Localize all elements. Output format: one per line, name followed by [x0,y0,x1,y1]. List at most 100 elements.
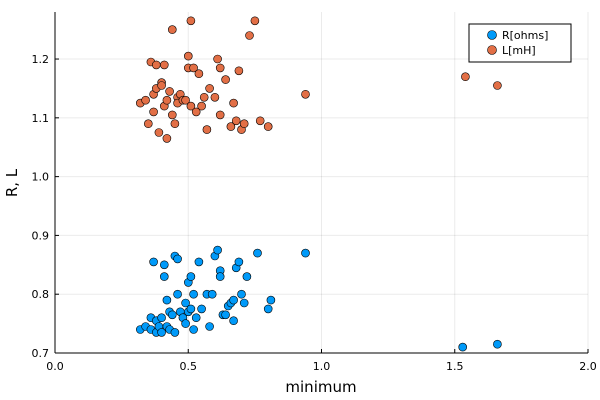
data-point [253,248,262,258]
data-point [168,25,177,34]
data-point [301,90,310,99]
x-tick-label: 1.0 [313,360,331,373]
data-point [184,51,193,61]
data-point [199,93,209,102]
data-point [205,322,214,331]
y-tick-label: 0.8 [32,288,50,301]
data-point [205,84,214,93]
data-point [173,254,182,264]
data-point [189,63,198,73]
series-l-mh [136,16,502,143]
data-point [215,63,225,73]
data-point [181,319,190,328]
legend-marker-l-mh [487,45,497,55]
data-point [239,119,249,128]
data-point [157,81,166,90]
data-point [160,272,169,281]
data-point [162,295,172,305]
data-point [242,272,252,281]
data-point [191,107,201,117]
data-point [245,31,254,40]
data-point [157,328,166,337]
data-point [210,93,220,102]
data-point [207,289,217,299]
data-point [170,328,180,337]
data-point [255,116,265,126]
x-tick-label: 2.0 [579,360,597,373]
data-point [162,95,172,105]
data-point [231,116,241,126]
data-point [202,125,212,134]
y-tick-label: 1.1 [32,112,50,125]
x-ticks: 0.0 0.5 1.0 1.5 2.0 [46,349,597,373]
data-point [160,60,169,70]
data-point [144,119,153,128]
data-point [221,310,230,320]
data-point [250,16,260,26]
data-points [136,16,502,352]
data-point [213,245,222,255]
legend-label-r-ohms: R[ohms] [502,29,548,42]
x-tick-label: 1.5 [446,360,464,373]
data-point [191,313,201,323]
y-tick-label: 1.0 [32,171,50,184]
data-point [213,54,222,64]
y-tick-label: 1.2 [32,53,50,66]
data-point [173,289,182,299]
data-point [226,122,236,131]
data-point [229,316,238,326]
data-point [162,134,172,143]
data-point [154,128,164,137]
data-point [215,272,225,281]
data-point [237,289,246,299]
data-point [165,87,174,96]
data-point [215,110,225,120]
data-point [197,101,206,111]
data-point [458,342,468,352]
grid [54,12,589,354]
data-point [181,298,190,308]
x-tick-label: 0.5 [180,360,198,373]
data-point [234,66,244,76]
data-point [301,248,310,258]
data-point [194,69,204,78]
data-point [221,75,230,84]
data-point [186,16,196,26]
data-point [186,101,196,111]
data-point [168,310,177,320]
legend-marker-r-ohms [487,30,497,40]
data-point [461,72,470,81]
data-point [168,110,177,120]
data-point [181,95,190,105]
data-point [157,313,166,323]
y-tick-label: 0.9 [32,229,50,242]
legend: R[ohms] L[mH] [468,23,572,63]
y-ticks: 0.7 0.8 0.9 1.0 1.1 1.2 [32,53,59,360]
data-point [186,272,196,281]
y-tick-label: 0.7 [32,347,50,360]
legend-box [468,23,572,63]
data-point [229,295,238,305]
legend-label-l-mh: L[mH] [502,44,536,57]
data-point [160,260,169,270]
data-point [266,295,276,305]
data-point [149,257,158,267]
data-point [493,81,502,90]
x-tick-label: 0.0 [46,360,64,373]
data-point [263,304,273,314]
data-point [152,60,161,70]
data-point [149,107,158,117]
x-axis-label: minimum [285,378,356,396]
data-point [194,257,204,267]
data-point [197,304,206,314]
series-r-ohms [136,245,502,352]
data-point [493,339,502,349]
data-point [170,119,180,128]
y-axis-label: R, L [3,168,21,197]
data-point [239,298,249,308]
data-point [189,325,198,334]
data-point [186,304,196,314]
data-point [234,257,244,267]
data-point [263,122,273,131]
